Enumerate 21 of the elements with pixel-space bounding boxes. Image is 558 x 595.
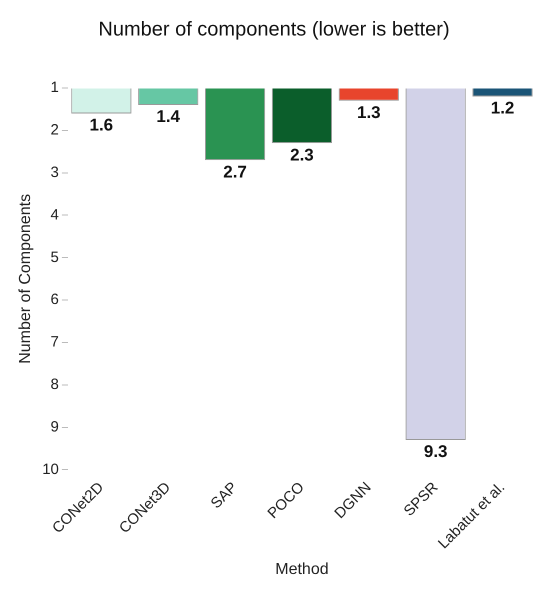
y-tick-label: 10 [42, 460, 59, 478]
y-tick-label: 6 [50, 291, 59, 308]
y-tick-label: 5 [50, 248, 59, 266]
y-tick-label: 4 [50, 206, 59, 224]
x-tick-label: SAP [208, 478, 241, 512]
y-tick-label: 7 [50, 334, 59, 351]
data-label: 2.7 [223, 162, 247, 182]
data-label: 1.2 [490, 98, 514, 118]
y-axis-title: Number of Components [17, 194, 34, 364]
y-tick-label: 3 [50, 164, 59, 181]
chart-title: Number of components (lower is better) [98, 18, 450, 41]
data-label: 9.3 [424, 442, 448, 462]
y-tick-label: 8 [50, 376, 59, 394]
data-label: 2.3 [290, 145, 314, 164]
y-tick-label: 1 [50, 79, 59, 96]
data-label: 1.4 [156, 107, 181, 126]
data-label: 1.6 [90, 116, 114, 135]
data-label: 1.3 [356, 102, 381, 122]
y-tick-label: 9 [50, 418, 59, 436]
y-tick-label: 2 [50, 122, 59, 139]
x-axis-title: Method [275, 560, 329, 578]
